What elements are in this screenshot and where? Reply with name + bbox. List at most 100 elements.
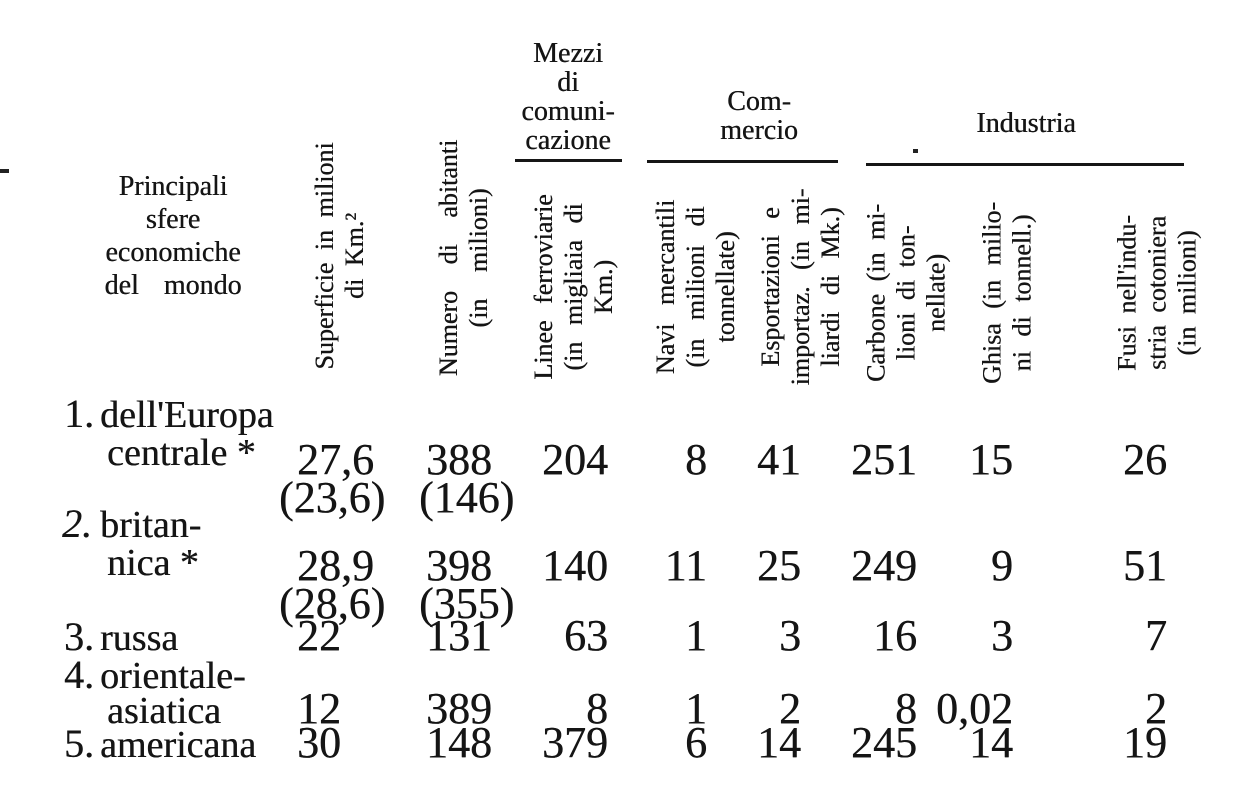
col-header-carbone: Carbone (in mi- lioni di ton- nellate) [862, 176, 952, 411]
value-ghisa: 3 [991, 611, 1013, 660]
col-header-line: Numero di abitanti [434, 139, 463, 377]
value-fusi: 7 [1145, 611, 1167, 660]
col-header-line: importaz. (in mi- [786, 188, 815, 386]
value-numero: 131 [426, 611, 492, 660]
group-header-line: di [557, 67, 579, 98]
group-header-industria: Industria [926, 109, 1126, 138]
col-header-esportazioni: Esportazioni e importaz. (in mi- liardi … [756, 172, 846, 402]
value-carbone: 16 [873, 611, 917, 660]
col-header-line: Navi mercantili [651, 199, 680, 375]
row-label-line1: americana [100, 724, 257, 766]
group-header-line: Com- [727, 86, 791, 117]
col-header-line: (in milioni) [1172, 230, 1202, 356]
value-esportazioni: 14 [757, 718, 801, 767]
paren-value-numero: (146) [419, 473, 515, 522]
row-header-title: Principali sfere economiche del mondo [67, 170, 279, 302]
row-header-line: del mondo [104, 270, 242, 301]
col-header-line: (in milioni di [681, 206, 710, 368]
value-numero: 398 [426, 541, 492, 590]
value-linee: 204 [542, 435, 608, 484]
value-navi: 8 [685, 435, 707, 484]
col-header-ghisa: Ghisa (in milio- ni di tonnell.) [978, 176, 1038, 411]
value-fusi: 51 [1123, 541, 1167, 590]
value-superficie: 30 [297, 718, 341, 767]
col-header-superficie: Superficie in milioni di Km.² [310, 111, 370, 401]
value-superficie: 12 [297, 684, 341, 733]
value-numero: 388 [426, 435, 492, 484]
value-esportazioni: 3 [779, 611, 801, 660]
col-header-line: Superficie in milioni [310, 142, 339, 370]
value-esportazioni: 25 [757, 541, 801, 590]
value-ghisa: 15 [969, 435, 1013, 484]
value-linee: 8 [586, 684, 608, 733]
value-carbone: 249 [851, 541, 917, 590]
group-header-commercio: Com- mercio [679, 87, 839, 145]
group-rule-industria [866, 163, 1184, 166]
col-header-linee: Linee ferroviarie (in migliaia di Km.) [529, 172, 619, 402]
col-header-navi: Navi mercantili (in milioni di tonnellat… [651, 172, 741, 402]
col-header-line: stria cotoniera [1142, 216, 1172, 370]
value-numero: 389 [426, 684, 492, 733]
value-superficie: 22 [297, 611, 341, 660]
row-label-line2: nica * [107, 542, 199, 584]
value-navi: 1 [685, 684, 707, 733]
row-label-line1: britan- [100, 504, 202, 546]
value-ghisa: 14 [969, 718, 1013, 767]
value-navi: 1 [685, 611, 707, 660]
value-esportazioni: 41 [757, 435, 801, 484]
row-label-line1: dell'Europa [100, 394, 274, 436]
value-carbone: 245 [851, 718, 917, 767]
col-header-fusi: Fusi nell'indu- stria cotoniera (in mili… [1113, 176, 1203, 411]
value-ghisa: 0,02 [936, 684, 1013, 733]
row-label-line2: asiatica [107, 690, 221, 732]
value-navi: 11 [664, 541, 707, 590]
group-header-mezzi: Mezzi di comuni- cazione [488, 39, 648, 155]
col-header-line: di Km.² [340, 212, 369, 300]
row-header-line: Principali [118, 171, 228, 202]
row-label-line1: russa [100, 617, 179, 659]
group-header-line: mercio [720, 115, 798, 146]
col-header-line: Linee ferroviarie [529, 194, 558, 380]
col-header-line: lioni di ton- [891, 225, 921, 361]
col-header-line: Km.) [589, 259, 618, 315]
value-carbone: 251 [851, 435, 917, 484]
value-fusi: 2 [1145, 684, 1167, 733]
col-header-numero: Numero di abitanti (in milioni) [434, 113, 494, 403]
scan-artifact-dot [913, 149, 918, 153]
row-number: 4. [64, 652, 94, 697]
row-label-line2: centrale * [107, 432, 256, 474]
scan-artifact-dash [0, 169, 9, 173]
row-number: 2. [62, 501, 92, 546]
row-number: 3. [64, 614, 94, 659]
value-linee: 63 [564, 611, 608, 660]
value-esportazioni: 2 [779, 684, 801, 733]
value-superficie: 27,6 [297, 435, 374, 484]
value-navi: 6 [685, 718, 707, 767]
col-header-line: Carbone (in mi- [861, 203, 891, 383]
group-header-line: Industria [976, 108, 1076, 139]
paren-value-superficie: (28,6) [279, 579, 386, 628]
value-linee: 379 [542, 718, 608, 767]
value-fusi: 19 [1123, 718, 1167, 767]
col-header-line: (in milioni) [464, 188, 493, 328]
value-numero: 148 [426, 718, 492, 767]
row-label-line1: orientale- [100, 655, 246, 697]
group-header-line: comuni- [521, 96, 615, 127]
paren-value-numero: (355) [419, 579, 515, 628]
col-header-line: nellate) [921, 254, 951, 332]
value-fusi: 26 [1123, 435, 1167, 484]
value-linee: 140 [542, 541, 608, 590]
paren-value-superficie: (23,6) [279, 473, 386, 522]
col-header-line: tonnellate) [711, 231, 740, 343]
col-header-line: Fusi nell'indu- [1112, 215, 1142, 371]
col-header-line: ni di tonnell.) [1007, 214, 1037, 372]
value-ghisa: 9 [991, 541, 1013, 590]
group-header-line: cazione [525, 125, 611, 156]
col-header-line: liardi di Mk.) [816, 207, 845, 367]
value-carbone: 8 [895, 684, 917, 733]
row-header-line: economiche [105, 237, 241, 268]
row-number: 5. [64, 721, 94, 766]
row-header-line: sfere [145, 204, 201, 235]
value-superficie: 28,9 [297, 541, 374, 590]
